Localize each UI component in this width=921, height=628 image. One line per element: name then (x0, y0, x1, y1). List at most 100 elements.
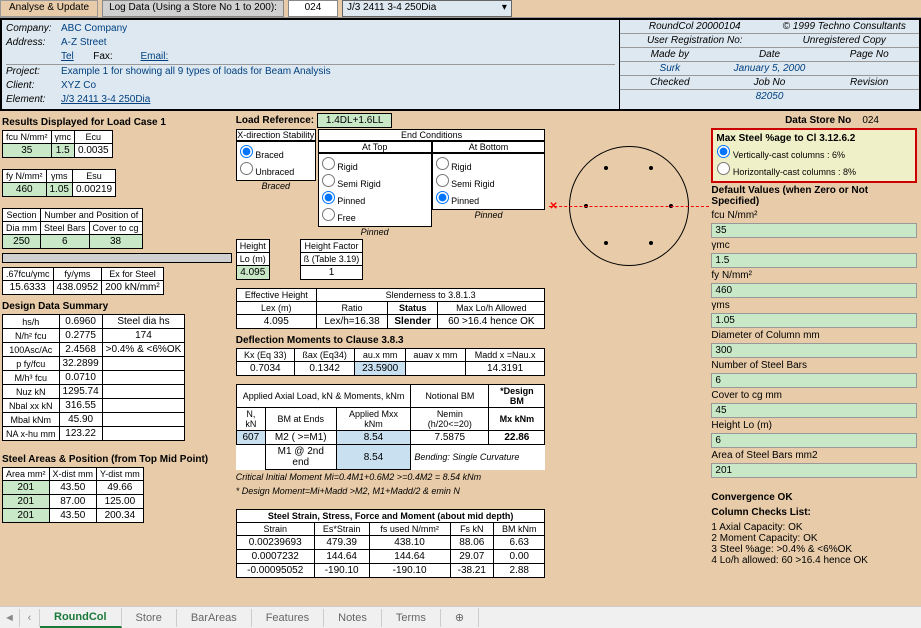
xdir-radios[interactable]: Braced Unbraced (236, 141, 316, 181)
check-item: 4 Lo/h allowed: 60 >16.4 hence OK (711, 555, 917, 566)
top-rigid-radio[interactable] (322, 157, 335, 170)
tab-barareas[interactable]: BarAreas (177, 609, 252, 627)
default-value[interactable]: 45 (711, 403, 917, 418)
date-value: January 5, 2000 (720, 62, 820, 75)
tab-notes[interactable]: Notes (324, 609, 382, 627)
top-free-radio[interactable] (322, 208, 335, 221)
element-dropdown[interactable]: J/3 2411 3-4 250Dia ▾ (342, 0, 512, 17)
slider-bar[interactable] (2, 253, 232, 263)
store-no-input[interactable]: 024 (288, 0, 338, 17)
top-note: Pinned (318, 227, 432, 237)
checks-title: Column Checks List: (711, 505, 917, 520)
defaults-title: Default Values (when Zero or Not Specifi… (711, 183, 917, 209)
chevron-down-icon: ▾ (502, 2, 507, 13)
tab-nav-prev[interactable]: ‹ (20, 609, 40, 627)
app-name: RoundCol 20000104 (620, 20, 770, 33)
top-pinned-radio[interactable] (322, 191, 335, 204)
email-link[interactable]: Email: (141, 50, 169, 64)
company-value: ABC Company (61, 22, 127, 36)
max-steel-title: Max Steel %age to Cl 3.12.6.2 (716, 133, 855, 144)
sap-title: Steel Areas & Position (from Top Mid Poi… (2, 454, 232, 465)
tab-roundcol[interactable]: RoundCol (40, 608, 122, 628)
tab-nav-first[interactable]: ◄ (0, 609, 20, 627)
top-bar: Analyse & Update Log Data (Using a Store… (0, 0, 921, 18)
fy-table: fy N/mm²γmsEsu 4601.050.00219 (2, 169, 116, 197)
sheet-tabs: ◄ ‹ RoundCol Store BarAreas Features Not… (0, 606, 921, 628)
tab-add[interactable]: ⊕ (441, 608, 479, 627)
made-by-value: Surk (620, 62, 720, 75)
reg-no-label: User Registration No: (620, 34, 770, 47)
design-note: * Design Moment=Mi+Madd >M2, M1+Madd/2 &… (236, 484, 546, 498)
default-value[interactable]: 1.5 (711, 253, 917, 268)
strain-table: Steel Strain, Stress, Force and Moment (… (236, 509, 546, 578)
check-item: 2 Moment Capacity: OK (711, 533, 917, 544)
default-value[interactable]: 300 (711, 343, 917, 358)
axial-table: Applied Axial Load, kN & Moments, kNmNot… (236, 384, 546, 470)
vertical-cast-radio[interactable] (717, 145, 730, 158)
height-table: Height Lo (m) 4.095 (236, 239, 270, 280)
slender-table: Effective HeightSlenderness to 3.8.1.3 L… (236, 288, 546, 329)
address-value: A-Z Street (61, 36, 107, 50)
default-label: Cover to cg mm (711, 389, 917, 402)
braced-radio[interactable] (240, 145, 253, 158)
bot-radios[interactable]: Rigid Semi Rigid Pinned (432, 153, 546, 210)
revision-label: Revision (819, 76, 919, 89)
header-block: Company:ABC Company Address:A-Z Street T… (0, 18, 921, 111)
section-table: SectionNumber and Position of Dia mmStee… (2, 208, 143, 249)
element-value: J/3 2411 3-4 250Dia (61, 93, 150, 107)
data-store-value: 024 (862, 115, 879, 126)
company-label: Company: (6, 22, 61, 36)
address-label: Address: (6, 36, 61, 50)
xdir-note: Braced (236, 181, 316, 191)
default-value[interactable]: 6 (711, 433, 917, 448)
tab-features[interactable]: Features (252, 609, 324, 627)
made-by-label: Made by (620, 48, 720, 61)
column-section-diagram: ✕ (549, 136, 709, 276)
default-label: fcu N/mm² (711, 209, 917, 222)
default-value[interactable]: 201 (711, 463, 917, 478)
default-value[interactable]: 35 (711, 223, 917, 238)
top-semi-radio[interactable] (322, 174, 335, 187)
default-label: γms (711, 299, 917, 312)
default-label: γmc (711, 239, 917, 252)
data-store-label: Data Store No (785, 115, 851, 126)
horizontal-cast-radio[interactable] (717, 162, 730, 175)
bot-note: Pinned (432, 210, 546, 220)
at-top-label: At Top (318, 141, 432, 153)
material-table: .67fcu/γmcfy/γmsEx for Steel 15.6333438.… (2, 267, 164, 295)
load-ref-value[interactable]: 1.4DL+1.6LL (317, 113, 393, 128)
analyse-button[interactable]: Analyse & Update (0, 0, 98, 17)
copyright: © 1999 Techno Consultants (770, 20, 920, 33)
default-value[interactable]: 460 (711, 283, 917, 298)
reg-status: Unregistered Copy (770, 34, 920, 47)
end-cond-title: End Conditions (318, 129, 546, 141)
default-value[interactable]: 6 (711, 373, 917, 388)
fcu-table: fcu N/mm²γmcEcu 351.50.0035 (2, 130, 113, 158)
dds-table: hs/h0.6960Steel dia hsN/h² fcu0.27751741… (2, 314, 185, 441)
default-label: fy N/mm² (711, 269, 917, 282)
tab-terms[interactable]: Terms (382, 609, 441, 627)
bot-rigid-radio[interactable] (436, 157, 449, 170)
defl-table: Kx (Eq 33)ßax (Eq34)au.x mmauav x mmMadd… (236, 348, 546, 376)
results-title: Results Displayed for Load Case 1 (2, 117, 232, 128)
bot-pinned-radio[interactable] (436, 191, 449, 204)
default-value[interactable]: 1.05 (711, 313, 917, 328)
convergence-status: Convergence OK (711, 490, 917, 505)
tel-link[interactable]: Tel (61, 50, 74, 64)
element-label: Element: (6, 93, 61, 107)
job-no-label: Job No (720, 76, 820, 89)
client-value: XYZ Co (61, 79, 96, 93)
default-label: Area of Steel Bars mm2 (711, 449, 917, 462)
tab-store[interactable]: Store (122, 609, 177, 627)
check-item: 3 Steel %age: >0.4% & <6%OK (711, 544, 917, 555)
log-data-label: Log Data (Using a Store No 1 to 200): (102, 0, 284, 17)
fax-label: Fax: (93, 50, 112, 64)
dds-title: Design Data Summary (2, 301, 232, 312)
bot-semi-radio[interactable] (436, 174, 449, 187)
top-radios[interactable]: Rigid Semi Rigid Pinned Free (318, 153, 432, 227)
date-label: Date (720, 48, 820, 61)
checked-label: Checked (620, 76, 720, 89)
job-no-value: 82050 (720, 90, 820, 103)
default-label: Height Lo (m) (711, 419, 917, 432)
unbraced-radio[interactable] (240, 162, 253, 175)
